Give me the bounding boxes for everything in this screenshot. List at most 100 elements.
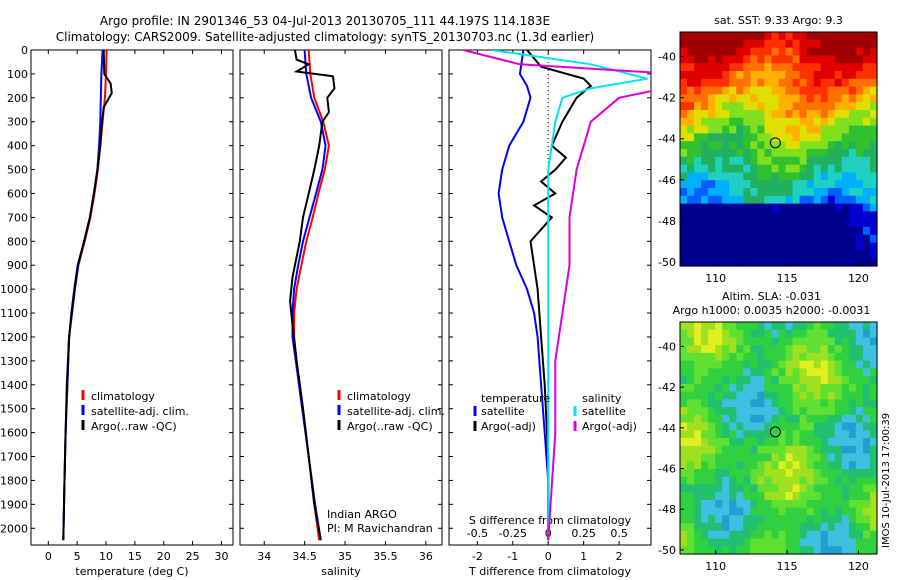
heatmap-cell bbox=[820, 499, 829, 509]
heatmap-cell bbox=[806, 94, 815, 103]
heatmap-cell bbox=[820, 322, 829, 331]
heatmap-cell bbox=[870, 211, 878, 220]
heatmap-cell bbox=[729, 523, 737, 532]
heatmap-cell bbox=[694, 523, 702, 532]
heatmap-cell bbox=[855, 352, 864, 362]
heatmap-cell bbox=[715, 55, 723, 64]
heatmap-cell bbox=[715, 507, 723, 516]
heatmap-cell bbox=[687, 368, 695, 377]
heatmap-cell bbox=[792, 86, 801, 95]
heatmap-cell bbox=[750, 352, 758, 362]
xtick-label: 25 bbox=[186, 550, 200, 563]
heatmap-cell bbox=[694, 430, 702, 439]
heatmap-cell bbox=[729, 499, 737, 509]
heatmap-cell bbox=[701, 430, 709, 439]
heatmap-cell bbox=[834, 172, 843, 181]
heatmap-cell bbox=[799, 383, 808, 393]
heatmap-cell bbox=[855, 546, 864, 555]
heatmap-cell bbox=[680, 195, 688, 205]
ytick-label: 1700 bbox=[0, 451, 28, 464]
heatmap-cell bbox=[750, 507, 758, 516]
heatmap-cell bbox=[743, 530, 751, 540]
heatmap-cell bbox=[736, 156, 744, 166]
heatmap-cell bbox=[771, 445, 780, 454]
heatmap-cell bbox=[701, 360, 709, 369]
heatmap-cell bbox=[687, 110, 695, 119]
heatmap-cell bbox=[771, 453, 780, 462]
heatmap-cell bbox=[750, 453, 758, 462]
heatmap-cell bbox=[680, 227, 688, 236]
heatmap-cell bbox=[806, 156, 815, 166]
heatmap-cell bbox=[834, 195, 843, 205]
heatmap-cell bbox=[827, 422, 836, 431]
heatmap-cell bbox=[862, 47, 871, 56]
heatmap-cell bbox=[708, 47, 716, 56]
heatmap-cell bbox=[715, 102, 723, 111]
heatmap-cell bbox=[820, 453, 829, 462]
heatmap-cell bbox=[729, 78, 737, 88]
heatmap-cell bbox=[778, 78, 787, 88]
heatmap-cell bbox=[862, 438, 871, 447]
heatmap-cell bbox=[764, 461, 772, 470]
heatmap-cell bbox=[827, 172, 836, 181]
heatmap-cell bbox=[785, 110, 794, 119]
heatmap-cell bbox=[806, 172, 815, 181]
heatmap-cell bbox=[827, 523, 836, 532]
heatmap-cell bbox=[806, 234, 815, 244]
heatmap-cell bbox=[870, 507, 878, 516]
heatmap-cell bbox=[729, 368, 737, 377]
heatmap-cell bbox=[680, 329, 688, 338]
heatmap-cell bbox=[771, 391, 780, 400]
heatmap-cell bbox=[820, 445, 829, 454]
heatmap-cell bbox=[827, 329, 836, 338]
heatmap-cell bbox=[736, 345, 744, 354]
heatmap-cell bbox=[827, 32, 836, 41]
heatmap-cell bbox=[841, 352, 850, 362]
heatmap-cell bbox=[834, 203, 843, 212]
heatmap-cell bbox=[722, 63, 730, 72]
heatmap-cell bbox=[764, 78, 772, 88]
heatmap-cell bbox=[722, 515, 730, 524]
heatmap-cell bbox=[834, 180, 843, 189]
heatmap-cell bbox=[757, 55, 765, 64]
heatmap-cell bbox=[694, 530, 702, 540]
heatmap-cell bbox=[771, 156, 780, 166]
heatmap-cell bbox=[841, 203, 850, 212]
heatmap-cell bbox=[764, 414, 772, 424]
heatmap-cell bbox=[848, 422, 857, 431]
heatmap-cell bbox=[722, 117, 730, 127]
heatmap-cell bbox=[778, 55, 787, 64]
xtick-label: 15 bbox=[128, 550, 142, 563]
heatmap-cell bbox=[820, 376, 829, 385]
heatmap-cell bbox=[813, 102, 822, 111]
heatmap-cell bbox=[813, 78, 822, 88]
heatmap-cell bbox=[785, 515, 794, 524]
heatmap-cell bbox=[722, 407, 730, 416]
heatmap-cell bbox=[792, 492, 801, 501]
heatmap-cell bbox=[715, 399, 723, 408]
heatmap-cell bbox=[778, 149, 787, 158]
heatmap-cell bbox=[687, 156, 695, 166]
heatmap-cell bbox=[848, 515, 857, 524]
heatmap-cell bbox=[771, 352, 780, 362]
heatmap-cell bbox=[736, 523, 744, 532]
heatmap-cell bbox=[722, 430, 730, 439]
heatmap-cell bbox=[841, 195, 850, 205]
heatmap-cell bbox=[792, 414, 801, 424]
heatmap-cell bbox=[708, 149, 716, 158]
heatmap-cell bbox=[785, 55, 794, 64]
heatmap-cell bbox=[694, 383, 702, 393]
heatmap-cell bbox=[870, 180, 878, 189]
heatmap-cell bbox=[750, 530, 758, 540]
heatmap-cell bbox=[827, 407, 836, 416]
heatmap-cell bbox=[820, 352, 829, 362]
heatmap-cell bbox=[715, 492, 723, 501]
heatmap-cell bbox=[708, 188, 716, 197]
heatmap-cell bbox=[680, 242, 688, 251]
heatmap-cell bbox=[708, 414, 716, 424]
heatmap-cell bbox=[841, 32, 850, 41]
heatmap-cell bbox=[687, 55, 695, 64]
heatmap-cell bbox=[820, 133, 829, 142]
heatmap-cell bbox=[729, 476, 737, 485]
